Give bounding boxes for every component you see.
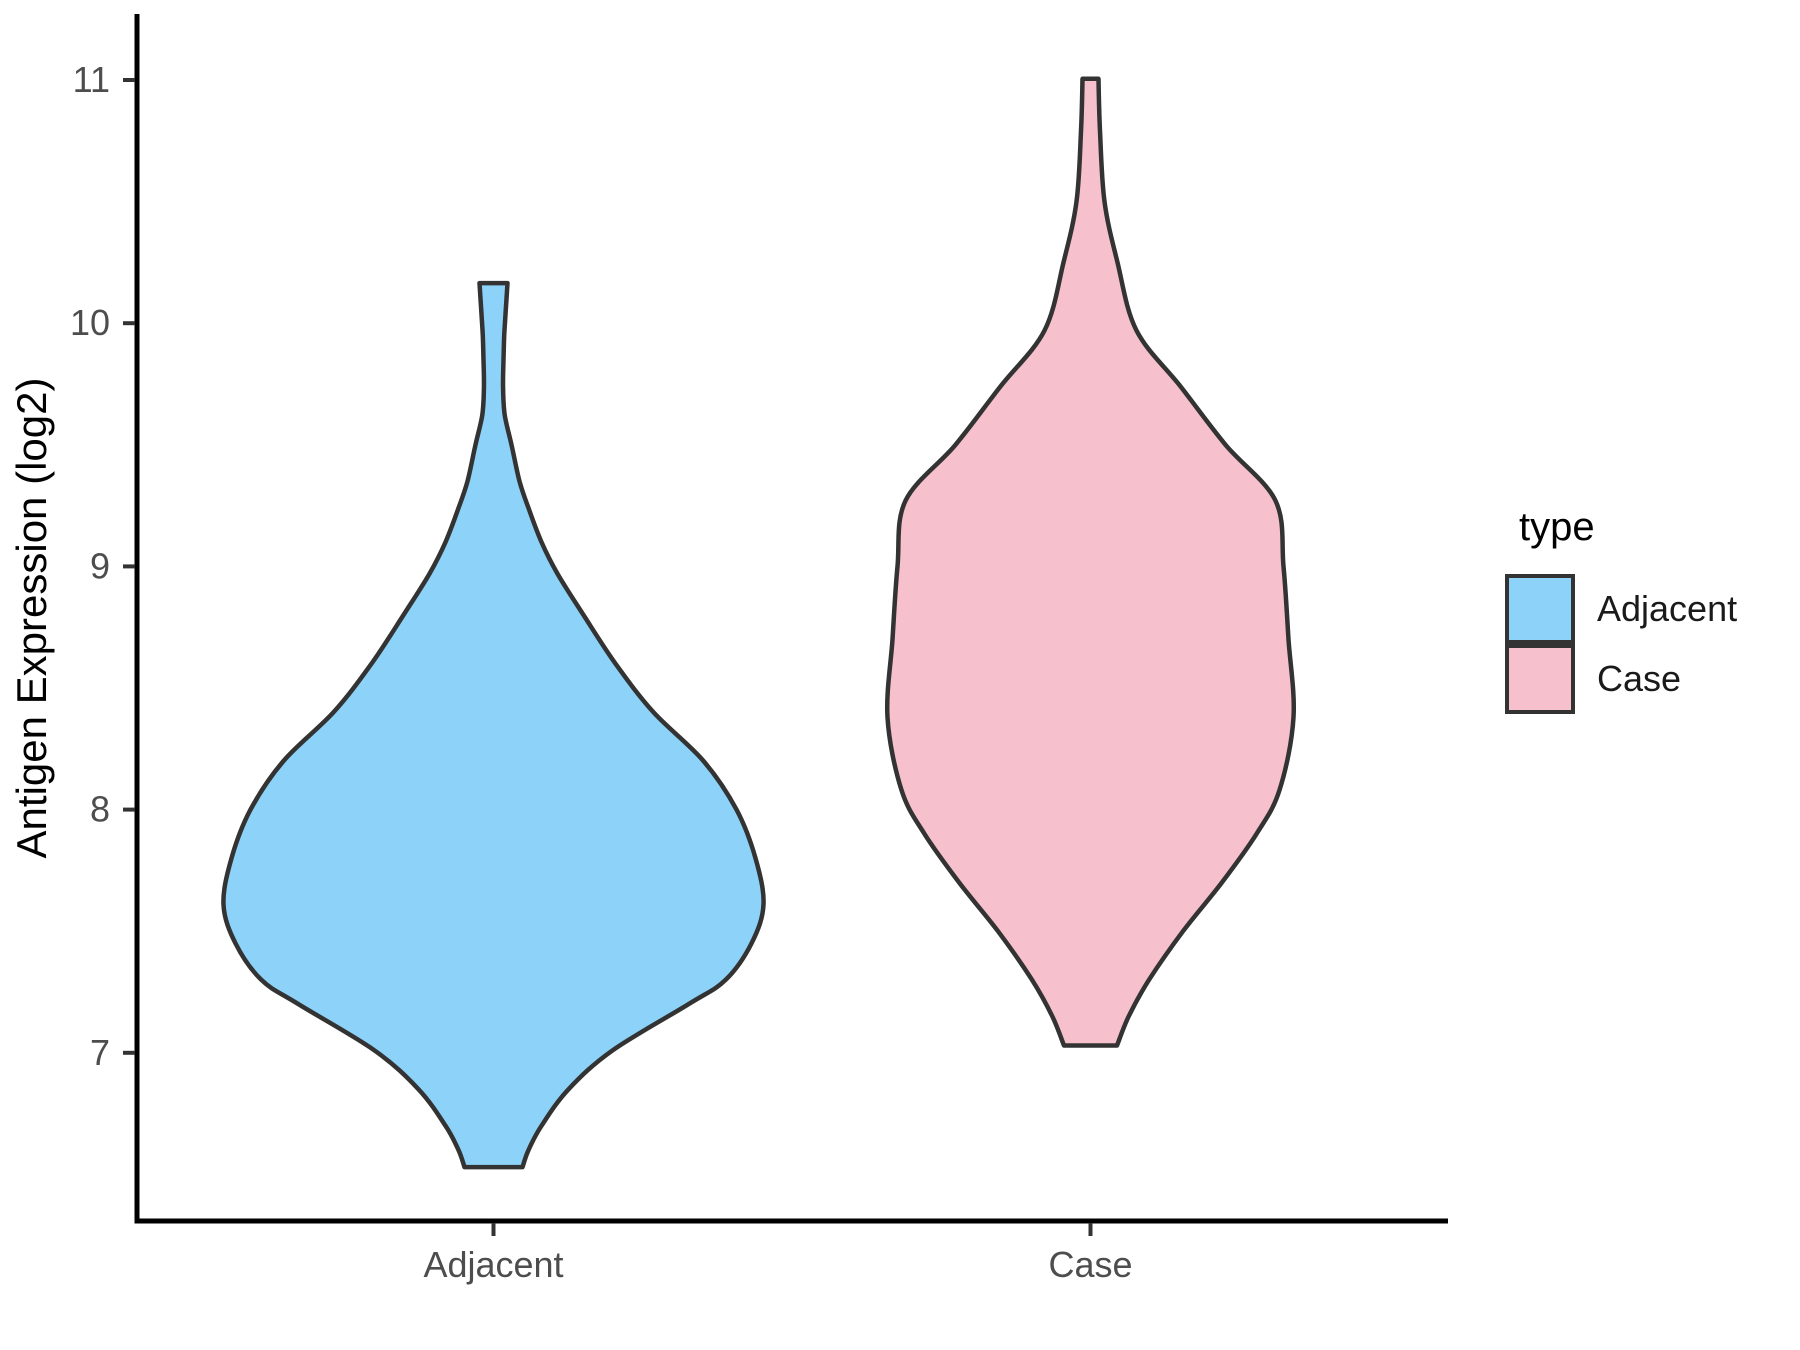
- legend: type Adjacent Case: [1505, 505, 1795, 714]
- legend-key-adjacent-swatch: [1505, 574, 1575, 644]
- violins-layer: [221, 76, 1297, 1170]
- y-tick-label: 11: [73, 59, 110, 100]
- violin-case: [884, 76, 1297, 1048]
- legend-item-case: Case: [1505, 644, 1795, 714]
- y-axis-ticks: [123, 78, 135, 1055]
- x-axis-ticks: [491, 1223, 1093, 1236]
- legend-key-case-swatch: [1505, 644, 1575, 714]
- y-axis-title: Antigen Expression (log2): [8, 378, 55, 859]
- legend-label-adjacent: Adjacent: [1597, 588, 1738, 629]
- y-tick-label: 7: [90, 1032, 110, 1073]
- y-tick-label: 10: [70, 302, 110, 343]
- y-tick-label: 8: [90, 789, 110, 830]
- x-axis-tick-labels: Adjacent Case: [423, 1244, 1132, 1285]
- violin-adjacent: [221, 280, 766, 1170]
- legend-item-adjacent: Adjacent: [1505, 574, 1795, 644]
- x-tick-label: Case: [1048, 1244, 1132, 1285]
- y-tick-label: 9: [90, 545, 110, 586]
- x-tick-label: Adjacent: [423, 1244, 563, 1285]
- legend-label-case: Case: [1597, 658, 1682, 699]
- axes-layer: 7 8 9 10 11 Adjacent Case Antigen Expression …: [8, 14, 1448, 1285]
- legend-title: type: [1519, 505, 1595, 549]
- y-axis-tick-labels: 7 8 9 10 11: [70, 59, 110, 1073]
